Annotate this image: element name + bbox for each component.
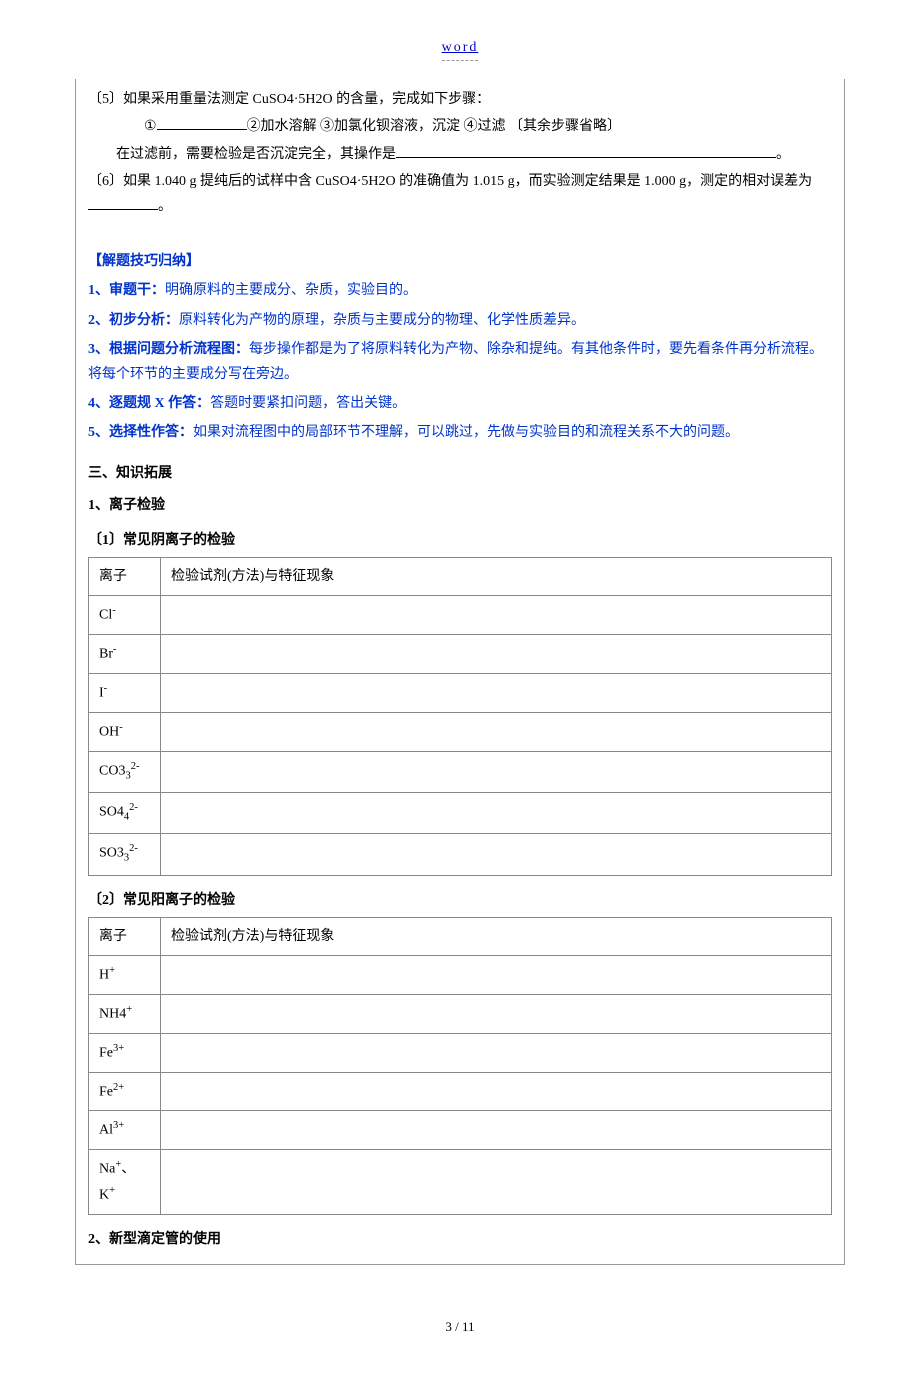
table-row: Fe2+ [89, 1072, 832, 1111]
table-header-ion: 离子 [89, 917, 161, 955]
table-row: Br- [89, 635, 832, 674]
header-link: word [442, 35, 479, 61]
table-row: OH- [89, 712, 832, 751]
skill-label: 5、选择性作答： [88, 425, 193, 440]
skill-text: 明确原料的主要成分、杂质，实验目的。 [165, 283, 417, 298]
method-cell[interactable] [161, 994, 832, 1033]
table-row: CO332- [89, 751, 832, 792]
ion-cell: NH4+ [89, 994, 161, 1033]
q5-line1: 〔5〕如果采用重量法测定 CuSO4·5H2O 的含量，完成如下步骤： [88, 87, 832, 112]
q6-line: 〔6〕如果 1.040 g 提纯后的试样中含 CuSO4·5H2O 的准确值为 … [88, 169, 832, 219]
ion-cell: OH- [89, 712, 161, 751]
ion-cell: CO332- [89, 751, 161, 792]
table-row: Fe3+ [89, 1033, 832, 1072]
method-cell[interactable] [161, 1072, 832, 1111]
skill-label: 4、逐题规 X 作答： [88, 396, 210, 411]
ion-cell: SO442- [89, 792, 161, 833]
table-header-method: 检验试剂(方法)与特征现象 [161, 558, 832, 596]
main-content: 〔5〕如果采用重量法测定 CuSO4·5H2O 的含量，完成如下步骤： ① ②加水… [75, 79, 845, 1265]
method-cell[interactable] [161, 1150, 832, 1215]
ion-cell: Al3+ [89, 1111, 161, 1150]
table-row: 离子 检验试剂(方法)与特征现象 [89, 558, 832, 596]
table1-title: 〔1〕常见阴离子的检验 [88, 528, 832, 553]
skill-item-2: 2、初步分析：原料转化为产物的原理，杂质与主要成分的物理、化学性质差异。 [88, 308, 832, 333]
section3-title: 三、知识拓展 [88, 461, 832, 486]
ion-cell: Br- [89, 635, 161, 674]
table2-title: 〔2〕常见阳离子的检验 [88, 888, 832, 913]
table-row: Cl- [89, 596, 832, 635]
method-cell[interactable] [161, 596, 832, 635]
q5-step1-label: ① [144, 119, 157, 134]
skill-label: 1、审题干： [88, 283, 165, 298]
table-row: Na+、K+ [89, 1150, 832, 1215]
skill-item-1: 1、审题干：明确原料的主要成分、杂质，实验目的。 [88, 278, 832, 303]
q6-period: 。 [158, 199, 172, 214]
method-cell[interactable] [161, 635, 832, 674]
q5-period: 。 [776, 147, 790, 162]
blank-field[interactable] [88, 209, 158, 210]
table-row: Al3+ [89, 1111, 832, 1150]
q5-line2: ① ②加水溶解 ③加氯化钡溶液，沉淀 ④过滤 〔其余步骤省略〕 [88, 114, 832, 139]
method-cell[interactable] [161, 792, 832, 833]
method-cell[interactable] [161, 1033, 832, 1072]
ion-cell: Fe3+ [89, 1033, 161, 1072]
skills-title: 【解题技巧归纳】 [88, 249, 832, 274]
ion-cell: SO332- [89, 834, 161, 875]
table-row: 离子 检验试剂(方法)与特征现象 [89, 917, 832, 955]
q5-steps-rest: ②加水溶解 ③加氯化钡溶液，沉淀 ④过滤 〔其余步骤省略〕 [247, 119, 622, 134]
skill-item-5: 5、选择性作答：如果对流程图中的局部环节不理解，可以跳过，先做与实验目的和流程关… [88, 420, 832, 445]
skill-text: 答题时要紧扣问题，答出关键。 [210, 396, 406, 411]
blank-field[interactable] [157, 129, 247, 130]
ion-cell: Na+、K+ [89, 1150, 161, 1215]
table-row: SO332- [89, 834, 832, 875]
table-row: SO442- [89, 792, 832, 833]
skill-item-4: 4、逐题规 X 作答：答题时要紧扣问题，答出关键。 [88, 391, 832, 416]
table-header-ion: 离子 [89, 558, 161, 596]
skill-label: 2、初步分析： [88, 313, 179, 328]
method-cell[interactable] [161, 834, 832, 875]
ion-cell: H+ [89, 955, 161, 994]
skills-section: 【解题技巧归纳】 1、审题干：明确原料的主要成分、杂质，实验目的。 2、初步分析… [88, 249, 832, 445]
q6-text: 〔6〕如果 1.040 g 提纯后的试样中含 CuSO4·5H2O 的准确值为 … [88, 174, 812, 189]
section3-sub2: 2、新型滴定管的使用 [88, 1227, 832, 1252]
method-cell[interactable] [161, 955, 832, 994]
ion-cell: Fe2+ [89, 1072, 161, 1111]
method-cell[interactable] [161, 751, 832, 792]
table-row: I- [89, 673, 832, 712]
cation-table: 离子 检验试剂(方法)与特征现象 H+ NH4+ Fe3+ Fe2+ Al3+ … [88, 917, 832, 1215]
table-row: H+ [89, 955, 832, 994]
table-row: NH4+ [89, 994, 832, 1033]
section3-sub1: 1、离子检验 [88, 493, 832, 518]
method-cell[interactable] [161, 673, 832, 712]
q5-operation-label: 在过滤前，需要检验是否沉淀完全，其操作是 [116, 147, 396, 162]
ion-cell: Cl- [89, 596, 161, 635]
anion-table: 离子 检验试剂(方法)与特征现象 Cl- Br- I- OH- CO332- S… [88, 557, 832, 876]
q5-line3: 在过滤前，需要检验是否沉淀完全，其操作是 。 [88, 142, 832, 167]
method-cell[interactable] [161, 1111, 832, 1150]
page-footer: 3 / 11 [75, 1315, 845, 1338]
skill-text: 如果对流程图中的局部环节不理解，可以跳过，先做与实验目的和流程关系不大的问题。 [193, 425, 739, 440]
table-header-method: 检验试剂(方法)与特征现象 [161, 917, 832, 955]
skill-text: 原料转化为产物的原理，杂质与主要成分的物理、化学性质差异。 [179, 313, 585, 328]
skill-item-3: 3、根据问题分析流程图：每步操作都是为了将原料转化为产物、除杂和提纯。有其他条件… [88, 337, 832, 387]
method-cell[interactable] [161, 712, 832, 751]
blank-field[interactable] [396, 157, 776, 158]
ion-cell: I- [89, 673, 161, 712]
skill-label: 3、根据问题分析流程图： [88, 342, 249, 357]
